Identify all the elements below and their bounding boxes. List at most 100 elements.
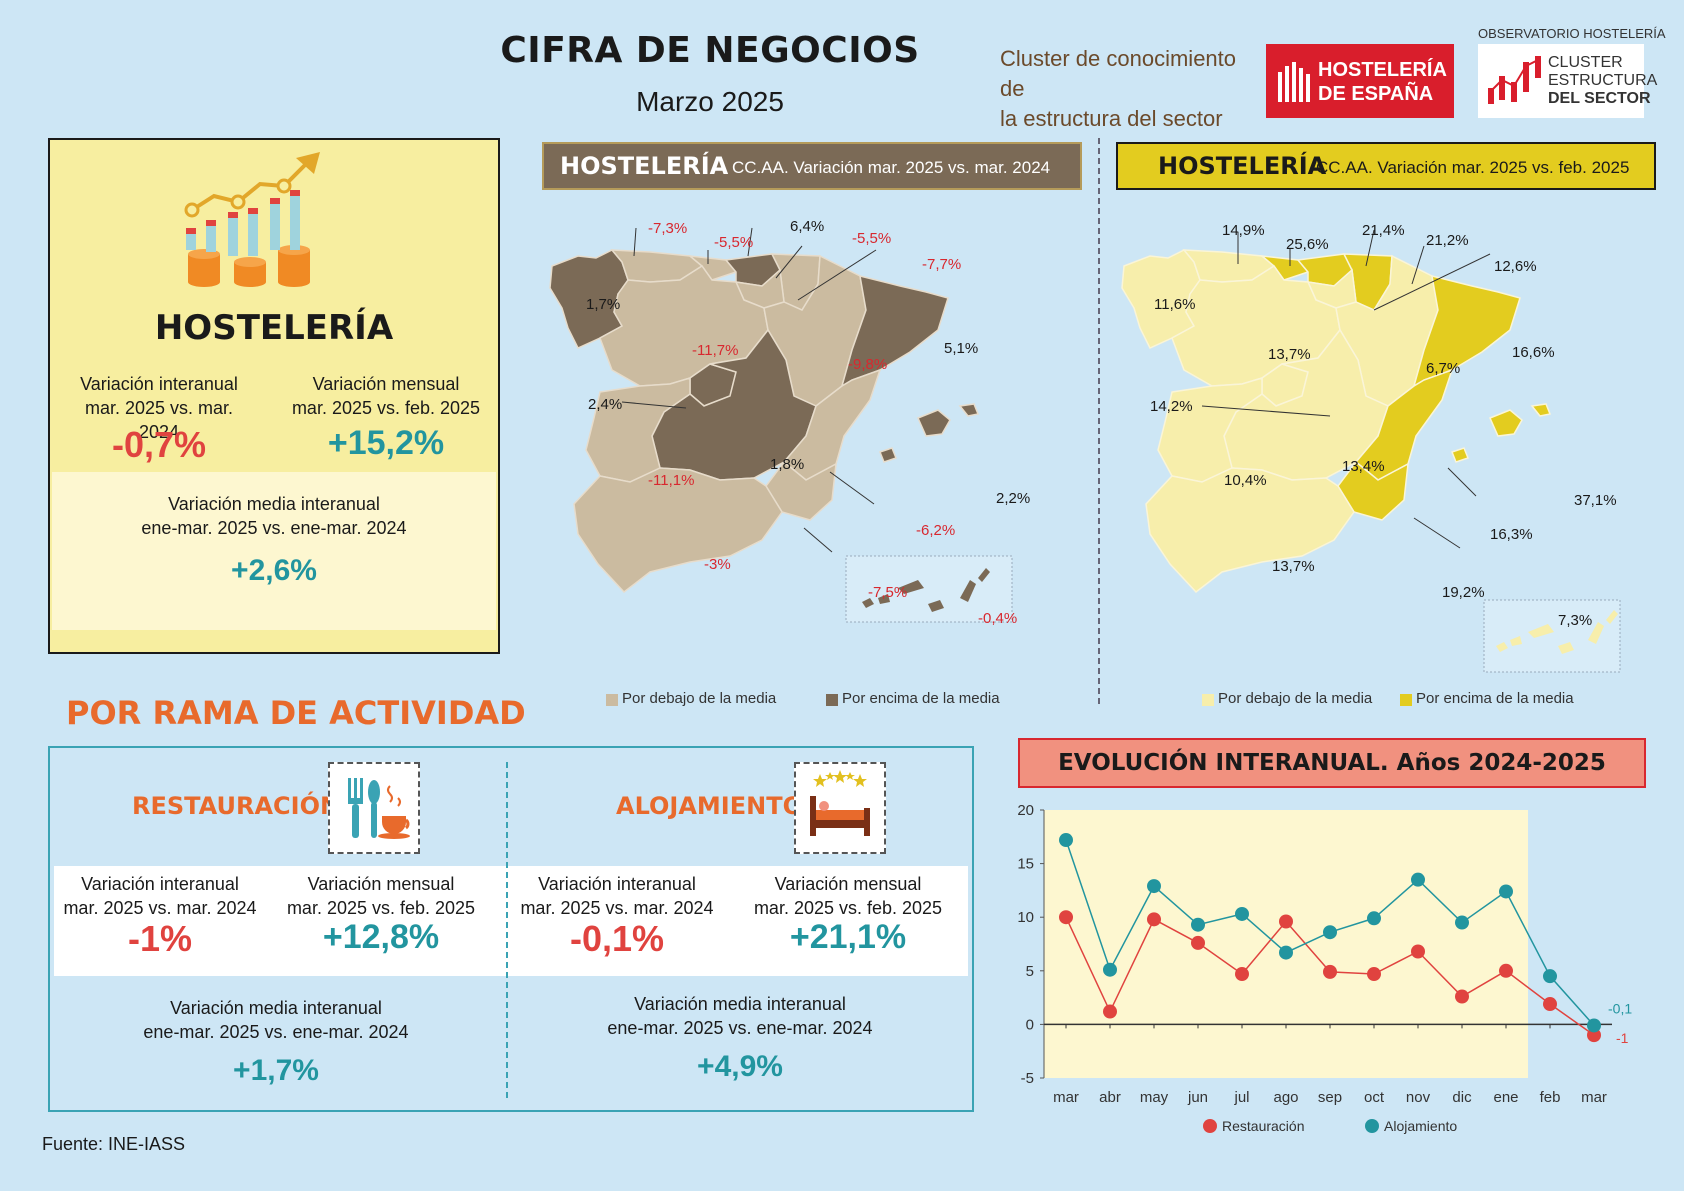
summary-interanual-label: Variación interanual mar. 2025 vs. mar. … [64, 372, 254, 444]
summary-mensual-label-2: mar. 2025 vs. feb. 2025 [291, 398, 481, 418]
region-baleares-2 [958, 403, 980, 417]
chart-y-tick-label: 20 [1017, 802, 1034, 819]
map-right-label-clm: 13,4% [1342, 458, 1385, 475]
summary-mensual-label-1: Variación mensual [312, 374, 460, 394]
page-subtitle: Marzo 2025 [636, 86, 784, 117]
canarias-islands-left [862, 568, 990, 612]
chart-point-0-7 [1367, 967, 1381, 982]
map-right-legend-below-swatch [1202, 694, 1214, 706]
logo-cl-line-2: ESTRUCTURA [1548, 72, 1658, 89]
map-left-label-andalucia: -3% [704, 556, 731, 573]
alojamiento-mensual-label-1: Variación mensual [774, 874, 922, 894]
map-right-label-baleares: 37,1% [1574, 492, 1617, 509]
region-cataluna-r [1412, 274, 1521, 388]
evolucion-chart: -5 0 5 10 15 20 mar abr may jun jul ago sep oct nov dic… [1017, 802, 1632, 1134]
alojamiento-interanual-label-1: Variación interanual [538, 874, 696, 894]
alojamiento-title: ALOJAMIENTO [616, 792, 803, 820]
cutlery-cup-icon [348, 778, 410, 839]
map-left-label-cyl: -11,7% [692, 342, 739, 359]
alojamiento-mensual-label-2: mar. 2025 vs. feb. 2025 [753, 898, 943, 918]
chart-point-0-10 [1499, 963, 1513, 978]
map-left-title: HOSTELERÍA [560, 152, 729, 180]
region-andalucia-r [1145, 467, 1355, 594]
hosteleria-summary-box: HOSTELERÍA Variación interanual mar. 202… [48, 138, 500, 654]
map-left-legend-below-swatch [606, 694, 618, 706]
map-left-label-valencia: -6,2% [916, 522, 956, 539]
map-right-label-madrid: 14,2% [1150, 398, 1193, 415]
alojamiento-interanual-label-2: mar. 2025 vs. mar. 2024 [520, 898, 714, 918]
map-right-title: HOSTELERÍA [1158, 152, 1327, 180]
chart-legend-swatch-0 [1203, 1119, 1217, 1133]
chart-point-1-0 [1059, 833, 1073, 848]
chart-point-0-12 [1587, 1028, 1601, 1043]
summary-heading: HOSTELERÍA [154, 308, 394, 348]
alojamiento-media-label: Variación media interanual ene-mar. 2025… [510, 992, 970, 1040]
map-left-legend-below: Por debajo de la media [622, 690, 777, 707]
cluster-text-line-1: Cluster de conocimiento de [1000, 46, 1237, 101]
map-left-spain [549, 227, 1013, 623]
restauracion-interanual-label-1: Variación interanual [81, 874, 239, 894]
bed-stars-icon [810, 770, 870, 836]
alojamiento-mensual-label: Variación mensual mar. 2025 vs. feb. 202… [738, 872, 958, 920]
chart-y-tick-label: -5 [1021, 1070, 1034, 1087]
map-right-label-cyl: 13,7% [1268, 346, 1311, 363]
summary-mensual-value: +15,2% [327, 424, 445, 462]
region-baleares-3 [879, 447, 897, 463]
logo-cl-line-1: CLUSTER [1548, 54, 1623, 71]
chart-legend-swatch-1 [1365, 1119, 1379, 1133]
map-left-label-canarias: -0,4% [978, 610, 1018, 627]
map-left-label-madrid: 2,4% [588, 396, 623, 413]
summary-interanual-value: -0,7% [111, 424, 207, 465]
map-right-label-murcia: 19,2% [1442, 584, 1485, 601]
chart-highlight-band [1044, 810, 1528, 1078]
growth-coins-icon [184, 152, 320, 287]
region-baleares-r1 [1488, 409, 1523, 437]
cluster-description: Cluster de conocimiento de la estructura… [1000, 44, 1250, 134]
chart-point-1-8 [1411, 872, 1425, 887]
rama-box: RESTAURACIÓN Variación interanual mar. 2… [48, 746, 974, 1112]
map-left-label-galicia: 1,7% [586, 296, 621, 313]
restauracion-interanual-value: -1% [127, 918, 193, 959]
source-note: Fuente: INE-IASS [42, 1134, 186, 1154]
summary-media-value: +2,6% [231, 554, 317, 587]
map-left-leaders [621, 227, 877, 553]
map-right-spain [1121, 229, 1621, 673]
map-right-label-andalucia: 13,7% [1272, 558, 1315, 575]
chart-x-tick-label: mar [1053, 1089, 1079, 1106]
restauracion-mensual-label-2: mar. 2025 vs. feb. 2025 [286, 898, 476, 918]
chart-x-tick-label: ene [1493, 1089, 1518, 1106]
chart-point-1-2 [1147, 879, 1161, 894]
map-right-label-cantabria: 25,6% [1286, 236, 1329, 253]
chart-point-1-5 [1279, 945, 1293, 960]
logo-cl-line-3: DEL SECTOR [1548, 90, 1651, 107]
chart-point-1-12 [1587, 1018, 1601, 1033]
restauracion-interanual-label: Variación interanual mar. 2025 vs. mar. … [60, 872, 260, 920]
rama-white-band [54, 866, 968, 976]
alojamiento-media-value: +4,9% [697, 1050, 783, 1083]
chart-x-tick-label: jun [1187, 1089, 1208, 1106]
map-right-label-rioja: 12,6% [1494, 258, 1537, 275]
chart-y-tick-label: 15 [1017, 856, 1034, 873]
logo-he-line-2: DE ESPAÑA [1318, 83, 1434, 105]
region-cataluna [840, 274, 949, 388]
chart-point-1-3 [1191, 917, 1205, 932]
chart-point-0-11 [1543, 997, 1557, 1012]
chart-legend-label-0: Restauración [1222, 1118, 1305, 1134]
chart-x-tick-label: may [1140, 1089, 1169, 1106]
page-title: CIFRA DE NEGOCIOS [500, 30, 920, 71]
chart-x-tick-label: abr [1099, 1089, 1121, 1106]
restauracion-mensual-value: +12,8% [322, 918, 440, 956]
map-left-label-clm: 1,8% [770, 456, 805, 473]
map-right-label-asturias: 14,9% [1222, 222, 1265, 239]
chart-title: EVOLUCIÓN INTERANUAL. Años 2024-2025 [1018, 738, 1646, 788]
chart-point-0-4 [1235, 967, 1249, 982]
chart-point-1-10 [1499, 884, 1513, 899]
restauracion-mensual-label-1: Variación mensual [307, 874, 455, 894]
map-right-legend-above: Por encima de la media [1416, 690, 1574, 707]
region-cantabria [687, 254, 738, 281]
chart-point-0-0 [1059, 910, 1073, 925]
alojamiento-interanual-value: -0,1% [569, 918, 665, 959]
region-baleares-r3 [1451, 447, 1469, 463]
chart-y-tick-label: 0 [1026, 1016, 1034, 1033]
chart-point-0-9 [1455, 989, 1469, 1004]
